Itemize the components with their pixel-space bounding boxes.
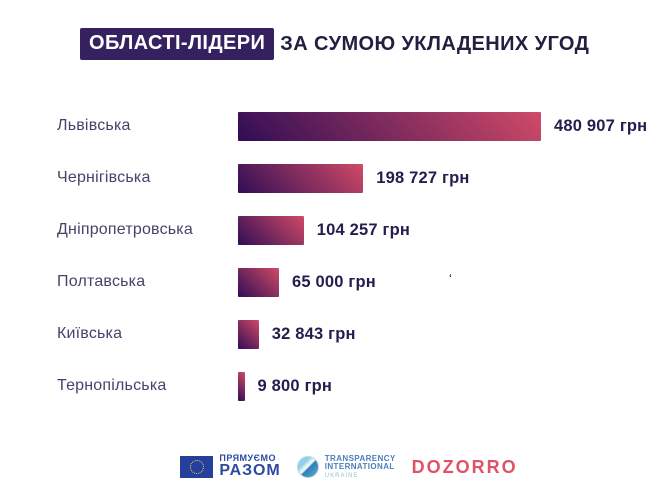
bar-rows: Львівська 480 907 грн Чернігівська 198 7… [57,100,647,412]
bar-row-label: Львівська [57,117,131,134]
bar-value: 480 907 грн [554,116,648,135]
transparency-globe-icon [296,456,319,479]
eu-program-text: ПРЯМУЄМО РАЗОМ [219,453,281,480]
bar [238,371,245,401]
bar-row-label: Київська [57,325,123,342]
bar-row-label: Тернопільська [57,377,167,394]
title-rest: ЗА СУМОЮ УКЛАДЕНИХ УГОД [280,32,590,55]
transparency-line3: UKRAINE [324,473,359,480]
footer-logos: ПРЯМУЄМО РАЗОМ TRANSPARENCY INTERNATIONA… [13,453,672,480]
bar-row: Дніпропетровська 104 257 грн [57,204,647,256]
bar [238,215,304,245]
eu-program-logo: ПРЯМУЄМО РАЗОМ [180,453,281,480]
bar-value: 104 257 грн [316,220,411,239]
stray-mark: ‘ [449,271,452,286]
bar [238,319,259,349]
bar-chart: Львівська 480 907 грн Чернігівська 198 7… [57,100,647,412]
eu-flag-icon [180,456,214,479]
bar-row-label: Дніпропетровська [57,221,193,238]
transparency-text: TRANSPARENCY INTERNATIONAL UKRAINE [324,453,396,480]
bar [238,163,364,193]
transparency-line2: INTERNATIONAL [324,462,395,472]
bar-row: Полтавська 65 000 грн [57,256,647,308]
bar-value: 65 000 грн [291,272,376,291]
bar [238,111,541,141]
bar-row: Тернопільська 9 800 грн [57,360,647,412]
bar-row: Чернігівська 198 727 грн [57,152,647,204]
eu-stars-icon [189,460,204,475]
title-highlight: ОБЛАСТІ-ЛІДЕРИ [80,28,275,60]
bar-row: Львівська 480 907 грн [57,100,647,152]
bar-value: 9 800 грн [257,376,333,395]
transparency-international-logo: TRANSPARENCY INTERNATIONAL UKRAINE [296,453,396,480]
bar-row-label: Полтавська [57,273,146,290]
dozorro-logo: DOZORRO [411,456,518,477]
bar-row-label: Чернігівська [57,169,151,186]
bar [238,267,279,297]
bar-value: 198 727 грн [376,168,470,187]
bar-row: Київська 32 843 грн [57,308,647,360]
transparency-line1: TRANSPARENCY [324,453,396,463]
page-title: ОБЛАСТІ-ЛІДЕРИ ЗА СУМОЮ УКЛАДЕНИХ УГОД [80,28,589,60]
eu-program-line1: ПРЯМУЄМО [219,453,277,463]
bar-value: 32 843 грн [271,324,356,343]
eu-program-line2: РАЗОМ [219,462,281,480]
